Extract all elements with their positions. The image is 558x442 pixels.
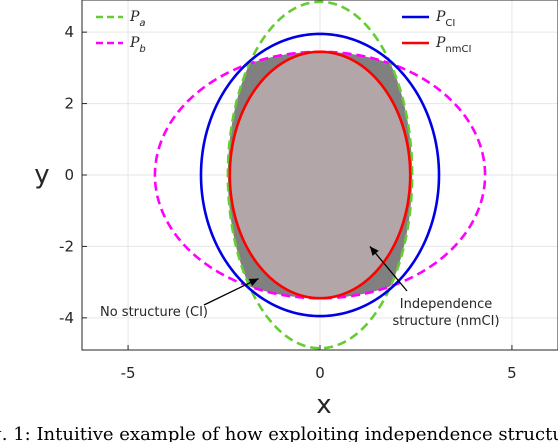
annotation-nmci: Independence structure (nmCI) — [369, 246, 500, 329]
annotation-arrow-line — [203, 277, 259, 306]
curve-pci — [199, 32, 441, 318]
legend-item-pa: Pa — [96, 9, 146, 29]
legend-label-sub: a — [139, 18, 145, 29]
annotations: No structure (CI) Independence structure (… — [100, 246, 500, 329]
annotation-text: No structure (CI) — [100, 305, 208, 320]
legend-label: Pb — [129, 35, 146, 55]
filled-regions — [227, 51, 413, 299]
y-tick-label: 0 — [64, 166, 74, 184]
legend-label-sub: CI — [445, 18, 455, 29]
x-tick-label: -5 — [121, 364, 136, 382]
ellipse-curves — [153, 0, 487, 350]
legend-item-pci: PCI — [402, 9, 455, 29]
curve-pnmci — [228, 50, 412, 300]
y-tick-label: 4 — [64, 23, 74, 41]
y-tick-label: -2 — [59, 237, 74, 255]
annotation-arrow-line — [369, 246, 408, 292]
annotation-arrowhead — [248, 278, 259, 287]
x-tick-label: 5 — [507, 364, 517, 382]
legend-label-main: P — [435, 35, 446, 51]
legend-label: Pa — [129, 9, 146, 29]
x-tick-label: 0 — [315, 364, 325, 382]
nmci-region — [229, 51, 411, 299]
annotation-text: Independence — [400, 297, 492, 312]
x-axis-label: x — [316, 390, 331, 420]
legend-item-pb: Pb — [96, 35, 146, 55]
y-tick-label: 2 — [64, 95, 74, 113]
figure-caption: Fig. 1: Intuitive example of how exploit… — [0, 424, 558, 442]
legend-label-sub: b — [139, 44, 145, 55]
annotation-text: structure (nmCI) — [392, 314, 499, 329]
annotation-ci: No structure (CI) — [100, 277, 259, 320]
legend-label: PnmCI — [435, 35, 471, 55]
legend-label-main: P — [129, 9, 140, 25]
y-tick-label: -4 — [59, 309, 74, 327]
curve-pa — [226, 0, 414, 350]
y-axis-label: y — [34, 160, 49, 190]
legend-label-main: P — [435, 9, 446, 25]
annotation-arrowhead — [369, 246, 379, 256]
curve-pb — [153, 50, 487, 300]
legend-label-sub: nmCI — [445, 44, 471, 55]
legend-label-main: P — [129, 35, 140, 51]
legend-item-pnmci: PnmCI — [402, 35, 471, 55]
legend-label: PCI — [435, 9, 455, 29]
axis-ticks: -5 0 5 -4 -2 0 2 4 — [59, 23, 517, 382]
